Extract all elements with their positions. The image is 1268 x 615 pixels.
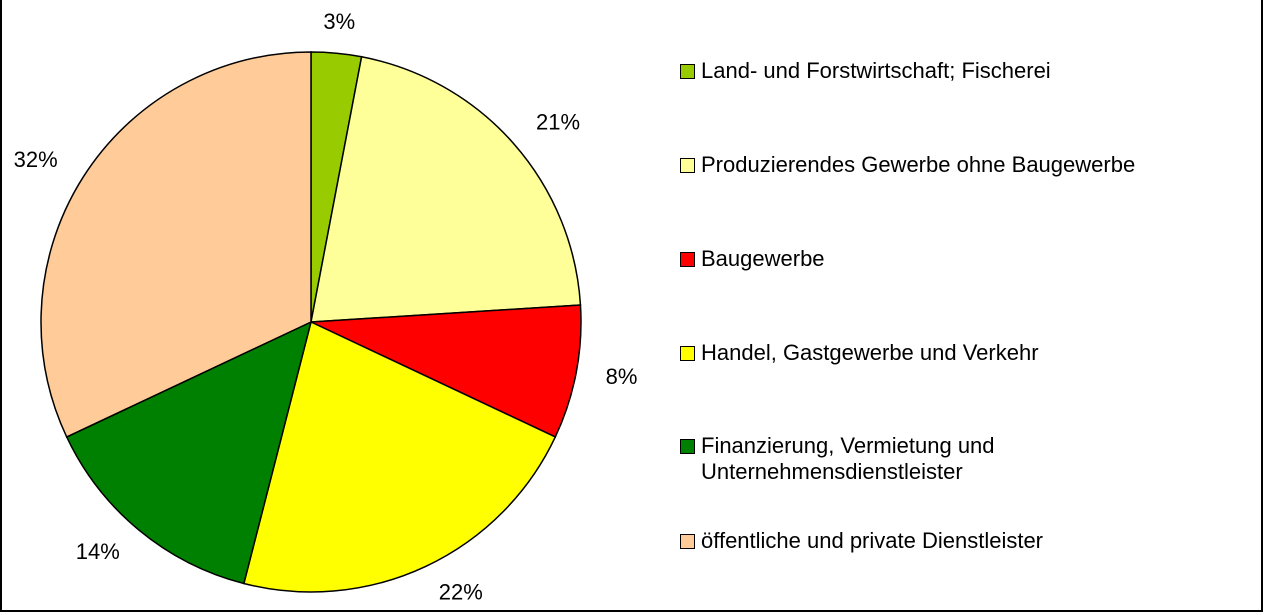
pie-slice: [40, 51, 312, 438]
legend-swatch: [680, 346, 695, 361]
legend-swatch: [680, 439, 695, 454]
data-label: 14%: [76, 539, 120, 564]
legend-swatch: [680, 534, 695, 549]
legend-swatch: [680, 158, 695, 173]
data-label: 3%: [323, 9, 355, 34]
pie-slice: [310, 304, 582, 438]
data-label: 22%: [439, 579, 483, 604]
data-label: 32%: [14, 147, 58, 172]
legend-label: Baugewerbe: [701, 246, 825, 271]
pie-slice: [310, 55, 582, 323]
legend-label: öffentliche und private Dienstleister: [701, 528, 1044, 553]
legend-swatch: [680, 64, 695, 79]
data-label: 21%: [536, 109, 580, 134]
data-label: 8%: [606, 364, 638, 389]
legend-label: Handel, Gastgewerbe und Verkehr: [701, 340, 1039, 365]
pie-slice: [242, 320, 557, 593]
legend-swatch: [680, 252, 695, 267]
legend-label: Land- und Forstwirtschaft; Fischerei: [701, 58, 1051, 83]
legend-label: Finanzierung, Vermietung und Unternehmen…: [701, 433, 995, 484]
legend-label: Produzierendes Gewerbe ohne Baugewerbe: [701, 152, 1136, 177]
pie-slice: [65, 320, 313, 585]
